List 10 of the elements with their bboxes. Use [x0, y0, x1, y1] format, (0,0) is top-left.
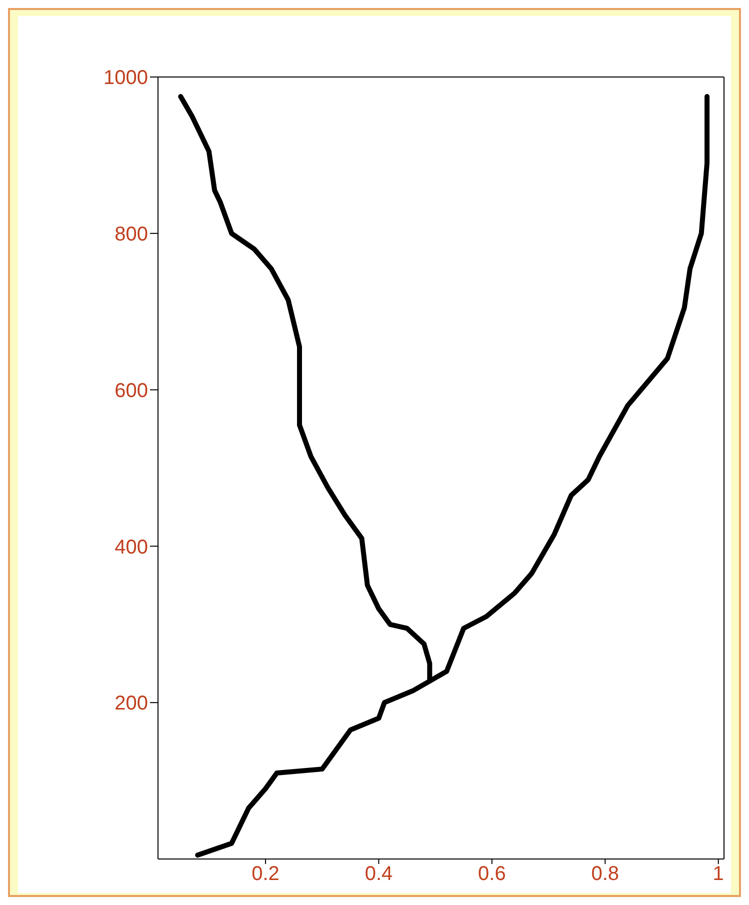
y-tick-label: 200 [114, 692, 148, 715]
y-tick-label: 800 [114, 224, 148, 246]
x-tick-label: 0.6 [478, 863, 506, 886]
x-tick-label: 0.4 [364, 863, 393, 886]
x-tick-label: 1 [712, 863, 724, 886]
x-tick-label: 0.2 [252, 863, 280, 886]
y-tick-label: 400 [114, 536, 148, 558]
x-tick-label: 0.8 [591, 863, 620, 886]
y-tick-label: 1000 [104, 67, 148, 90]
y-tick-label: 600 [114, 380, 148, 402]
